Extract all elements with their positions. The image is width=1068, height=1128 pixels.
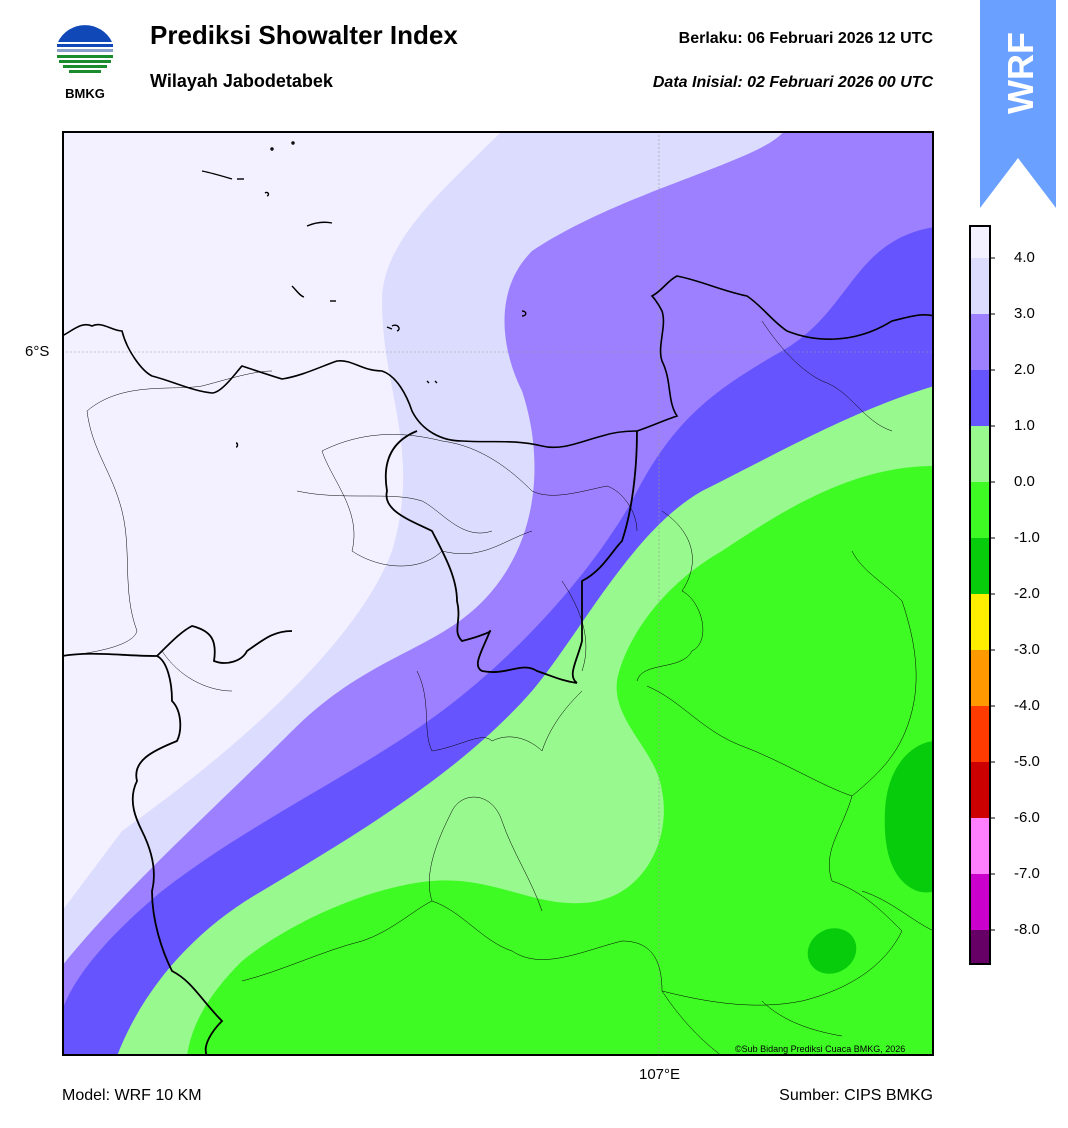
colorbar-level-label: -7.0	[1014, 865, 1040, 882]
colorbar-segment	[970, 874, 990, 931]
colorbar-segment	[970, 370, 990, 427]
colorbar-level-label: -5.0	[1014, 753, 1040, 770]
colorbar-segment	[970, 930, 990, 964]
colorbar-level-label: -2.0	[1014, 585, 1040, 602]
colorbar-segment	[970, 538, 990, 595]
latitude-label: 6°S	[25, 343, 50, 360]
colorbar-segment	[970, 226, 990, 259]
contour-level-minus1	[187, 466, 934, 1056]
page-subtitle: Wilayah Jabodetabek	[150, 71, 333, 91]
colorbar-level-label: -8.0	[1014, 921, 1040, 938]
copyright-text: ©Sub Bidang Prediksi Cuaca BMKG, 2026	[735, 1044, 906, 1054]
colorbar-level-label: -3.0	[1014, 641, 1040, 658]
valid-time: Berlaku: 06 Februari 2026 12 UTC	[678, 30, 933, 47]
province-boundaries	[62, 430, 638, 1056]
colorbar-level-label: -1.0	[1014, 529, 1040, 546]
colorbar-level-label: 3.0	[1014, 305, 1035, 322]
colorbar-level-label: 4.0	[1014, 249, 1035, 266]
colorbar-level-label: 2.0	[1014, 361, 1035, 378]
colorbar-segment	[970, 482, 990, 539]
colorbar-level-label: 1.0	[1014, 417, 1035, 434]
district-boundaries	[62, 320, 934, 1056]
map-frame	[62, 131, 934, 1056]
model-label: Model: WRF 10 KM	[62, 1087, 202, 1104]
colorbar-level-label: -4.0	[1014, 697, 1040, 714]
colorbar-segment	[970, 706, 990, 763]
colorbar	[969, 225, 995, 965]
wrf-badge-label: WRF	[1000, 32, 1041, 114]
coastline	[62, 275, 934, 449]
colorbar-segment	[970, 314, 990, 371]
bmkg-logo	[52, 20, 118, 86]
colorbar-segment	[970, 594, 990, 651]
thousand-islands	[201, 141, 527, 448]
source-label: Sumber: CIPS BMKG	[779, 1087, 933, 1104]
colorbar-frame	[969, 225, 991, 965]
colorbar-segment	[970, 762, 990, 819]
wrf-badge	[980, 0, 1056, 208]
bmkg-logo-icon	[55, 23, 115, 83]
colorbar-level-label: 0.0	[1014, 473, 1035, 490]
colorbar-segment	[970, 258, 990, 315]
contour-level-minus2-east	[884, 741, 934, 893]
colorbar-level-label: -6.0	[1014, 809, 1040, 826]
page-title: Prediksi Showalter Index	[150, 20, 458, 50]
colorbar-segment	[970, 426, 990, 483]
svg-text:WRF: WRF	[1000, 32, 1041, 114]
contour-level-minus2-south	[807, 928, 857, 974]
showalter-index-map	[62, 131, 934, 1056]
logo-text: BMKG	[65, 86, 105, 101]
wrf-badge-shape	[980, 0, 1056, 208]
colorbar-segment	[970, 818, 990, 875]
initial-data-time: Data Inisial: 02 Februari 2026 00 UTC	[652, 74, 933, 91]
colorbar-segment	[970, 650, 990, 707]
longitude-label: 107°E	[639, 1066, 681, 1083]
